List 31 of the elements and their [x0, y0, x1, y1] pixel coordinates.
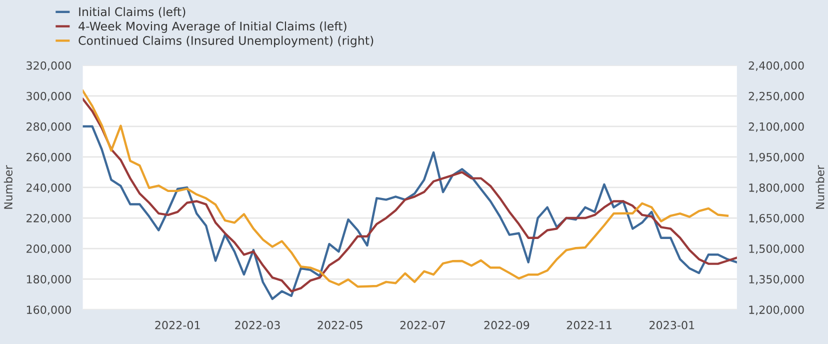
y-tick-label: 260,000	[26, 152, 71, 162]
x-tick-label: 2022-01	[155, 320, 200, 330]
y2-tick-label: 1,350,000	[749, 275, 804, 285]
x-tick-label: 2022-09	[484, 320, 530, 330]
y2-tick-label: 2,100,000	[748, 122, 804, 132]
y-tick-label: 200,000	[26, 244, 71, 254]
y-tick-label: 160,000	[26, 306, 71, 316]
y2-tick-label: 2,250,000	[748, 92, 804, 102]
x-tick-label: 2022-07	[400, 320, 445, 330]
x-tick-label: 2022-11	[566, 320, 612, 330]
legend-label: Initial Claims (left)	[79, 7, 186, 18]
y-tick-label: 300,000	[26, 92, 71, 102]
y-tick-label: 320,000	[26, 61, 71, 71]
y-tick-label: 220,000	[26, 214, 71, 224]
y2-tick-label: 1,950,000	[749, 152, 804, 162]
y-tick-label: 240,000	[26, 183, 71, 193]
y2-tick-label: 1,800,000	[749, 183, 804, 193]
y2-axis-title: Number	[816, 165, 824, 209]
y-tick-label: 180,000	[26, 275, 71, 285]
x-tick-label: 2022-05	[318, 320, 362, 330]
y2-tick-label: 2,400,000	[748, 61, 804, 71]
y2-tick-label: 1,650,000	[749, 214, 804, 224]
y2-tick-label: 1,200,000	[749, 306, 804, 316]
y-axis-title: Number	[4, 165, 12, 209]
line-series	[82, 125, 737, 300]
legend-label: 4-Week Moving Average of Initial Claims (left)	[78, 21, 346, 33]
y-tick-label: 280,000	[26, 122, 71, 132]
x-tick-label: 2023-01	[650, 320, 694, 330]
legend-label: Continued Claims (Insured Unemployment) (right)	[78, 36, 374, 48]
x-tick-label: 2022-03	[235, 320, 280, 330]
y2-tick-label: 1,500,000	[749, 244, 804, 254]
